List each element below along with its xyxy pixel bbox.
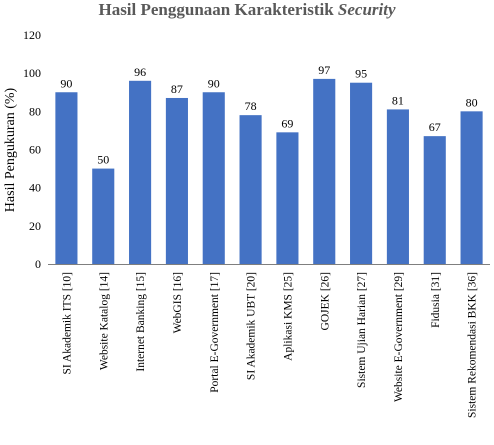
- x-tick-label: SI Akademik UBT [20]: [246, 272, 258, 380]
- data-label: 97: [318, 63, 330, 77]
- bar: [423, 136, 446, 264]
- x-tick-label: Sistem Rekomendasi BKK [36]: [467, 272, 479, 418]
- data-label: 50: [97, 153, 109, 167]
- y-tick-label: 60: [29, 143, 41, 157]
- data-label: 95: [355, 67, 367, 81]
- x-tick-label: Sistem Ujian Harian [27]: [356, 272, 368, 388]
- y-tick-label: 0: [35, 257, 41, 271]
- y-axis: 0 20 40 60 80 100 120: [23, 28, 41, 271]
- bar: [350, 82, 373, 265]
- x-tick-label: GOJEK [26]: [319, 272, 331, 330]
- x-tick-label: Website E-Government [29]: [393, 272, 405, 402]
- data-label: 96: [134, 65, 146, 79]
- x-tick-label: SI Akademik ITS [10]: [61, 272, 73, 375]
- category-labels: SI Akademik ITS [10] Website Katalog [14]…: [61, 272, 478, 418]
- bar: [129, 80, 152, 264]
- bar: [92, 168, 115, 264]
- bar: [55, 92, 78, 264]
- data-labels: 90 50 96 87 90 78 69 97 95 81 67 80: [60, 63, 477, 167]
- chart-title-emphasis: Security: [338, 0, 396, 19]
- y-tick-label: 100: [23, 66, 41, 80]
- x-tick-label: Website Katalog [14]: [98, 272, 110, 370]
- y-axis-label: Hasil Pengukuran (%): [3, 87, 18, 212]
- chart-title-main: Hasil Penggunaan Karakteristik: [98, 0, 334, 19]
- bar: [460, 111, 483, 264]
- x-tick-label: Aplikasi KMS [25]: [282, 272, 294, 361]
- bar: [313, 78, 336, 264]
- y-tick-label: 20: [29, 219, 41, 233]
- data-label: 69: [281, 116, 293, 130]
- data-label: 81: [392, 93, 404, 107]
- bars: [55, 78, 483, 265]
- bar: [276, 132, 299, 264]
- data-label: 90: [60, 76, 72, 90]
- y-tick-label: 120: [23, 28, 41, 42]
- bar: [386, 109, 409, 264]
- bar: [239, 115, 262, 265]
- x-tick-label: Fidusia [31]: [430, 272, 442, 328]
- bar: [165, 97, 188, 264]
- y-tick-label: 40: [29, 181, 41, 195]
- y-tick-label: 80: [29, 104, 41, 118]
- data-label: 67: [429, 120, 441, 134]
- data-label: 80: [466, 95, 478, 109]
- data-label: 78: [245, 99, 257, 113]
- data-label: 87: [171, 82, 183, 96]
- x-tick-label: WebGIS [16]: [172, 272, 184, 333]
- x-tick-label: Portal E-Government [17]: [209, 272, 221, 393]
- x-tick-label: Internet Banking [15]: [135, 272, 147, 372]
- bar: [202, 92, 225, 264]
- data-label: 90: [208, 76, 220, 90]
- chart-title: Hasil Penggunaan Karakteristik Security: [98, 0, 395, 19]
